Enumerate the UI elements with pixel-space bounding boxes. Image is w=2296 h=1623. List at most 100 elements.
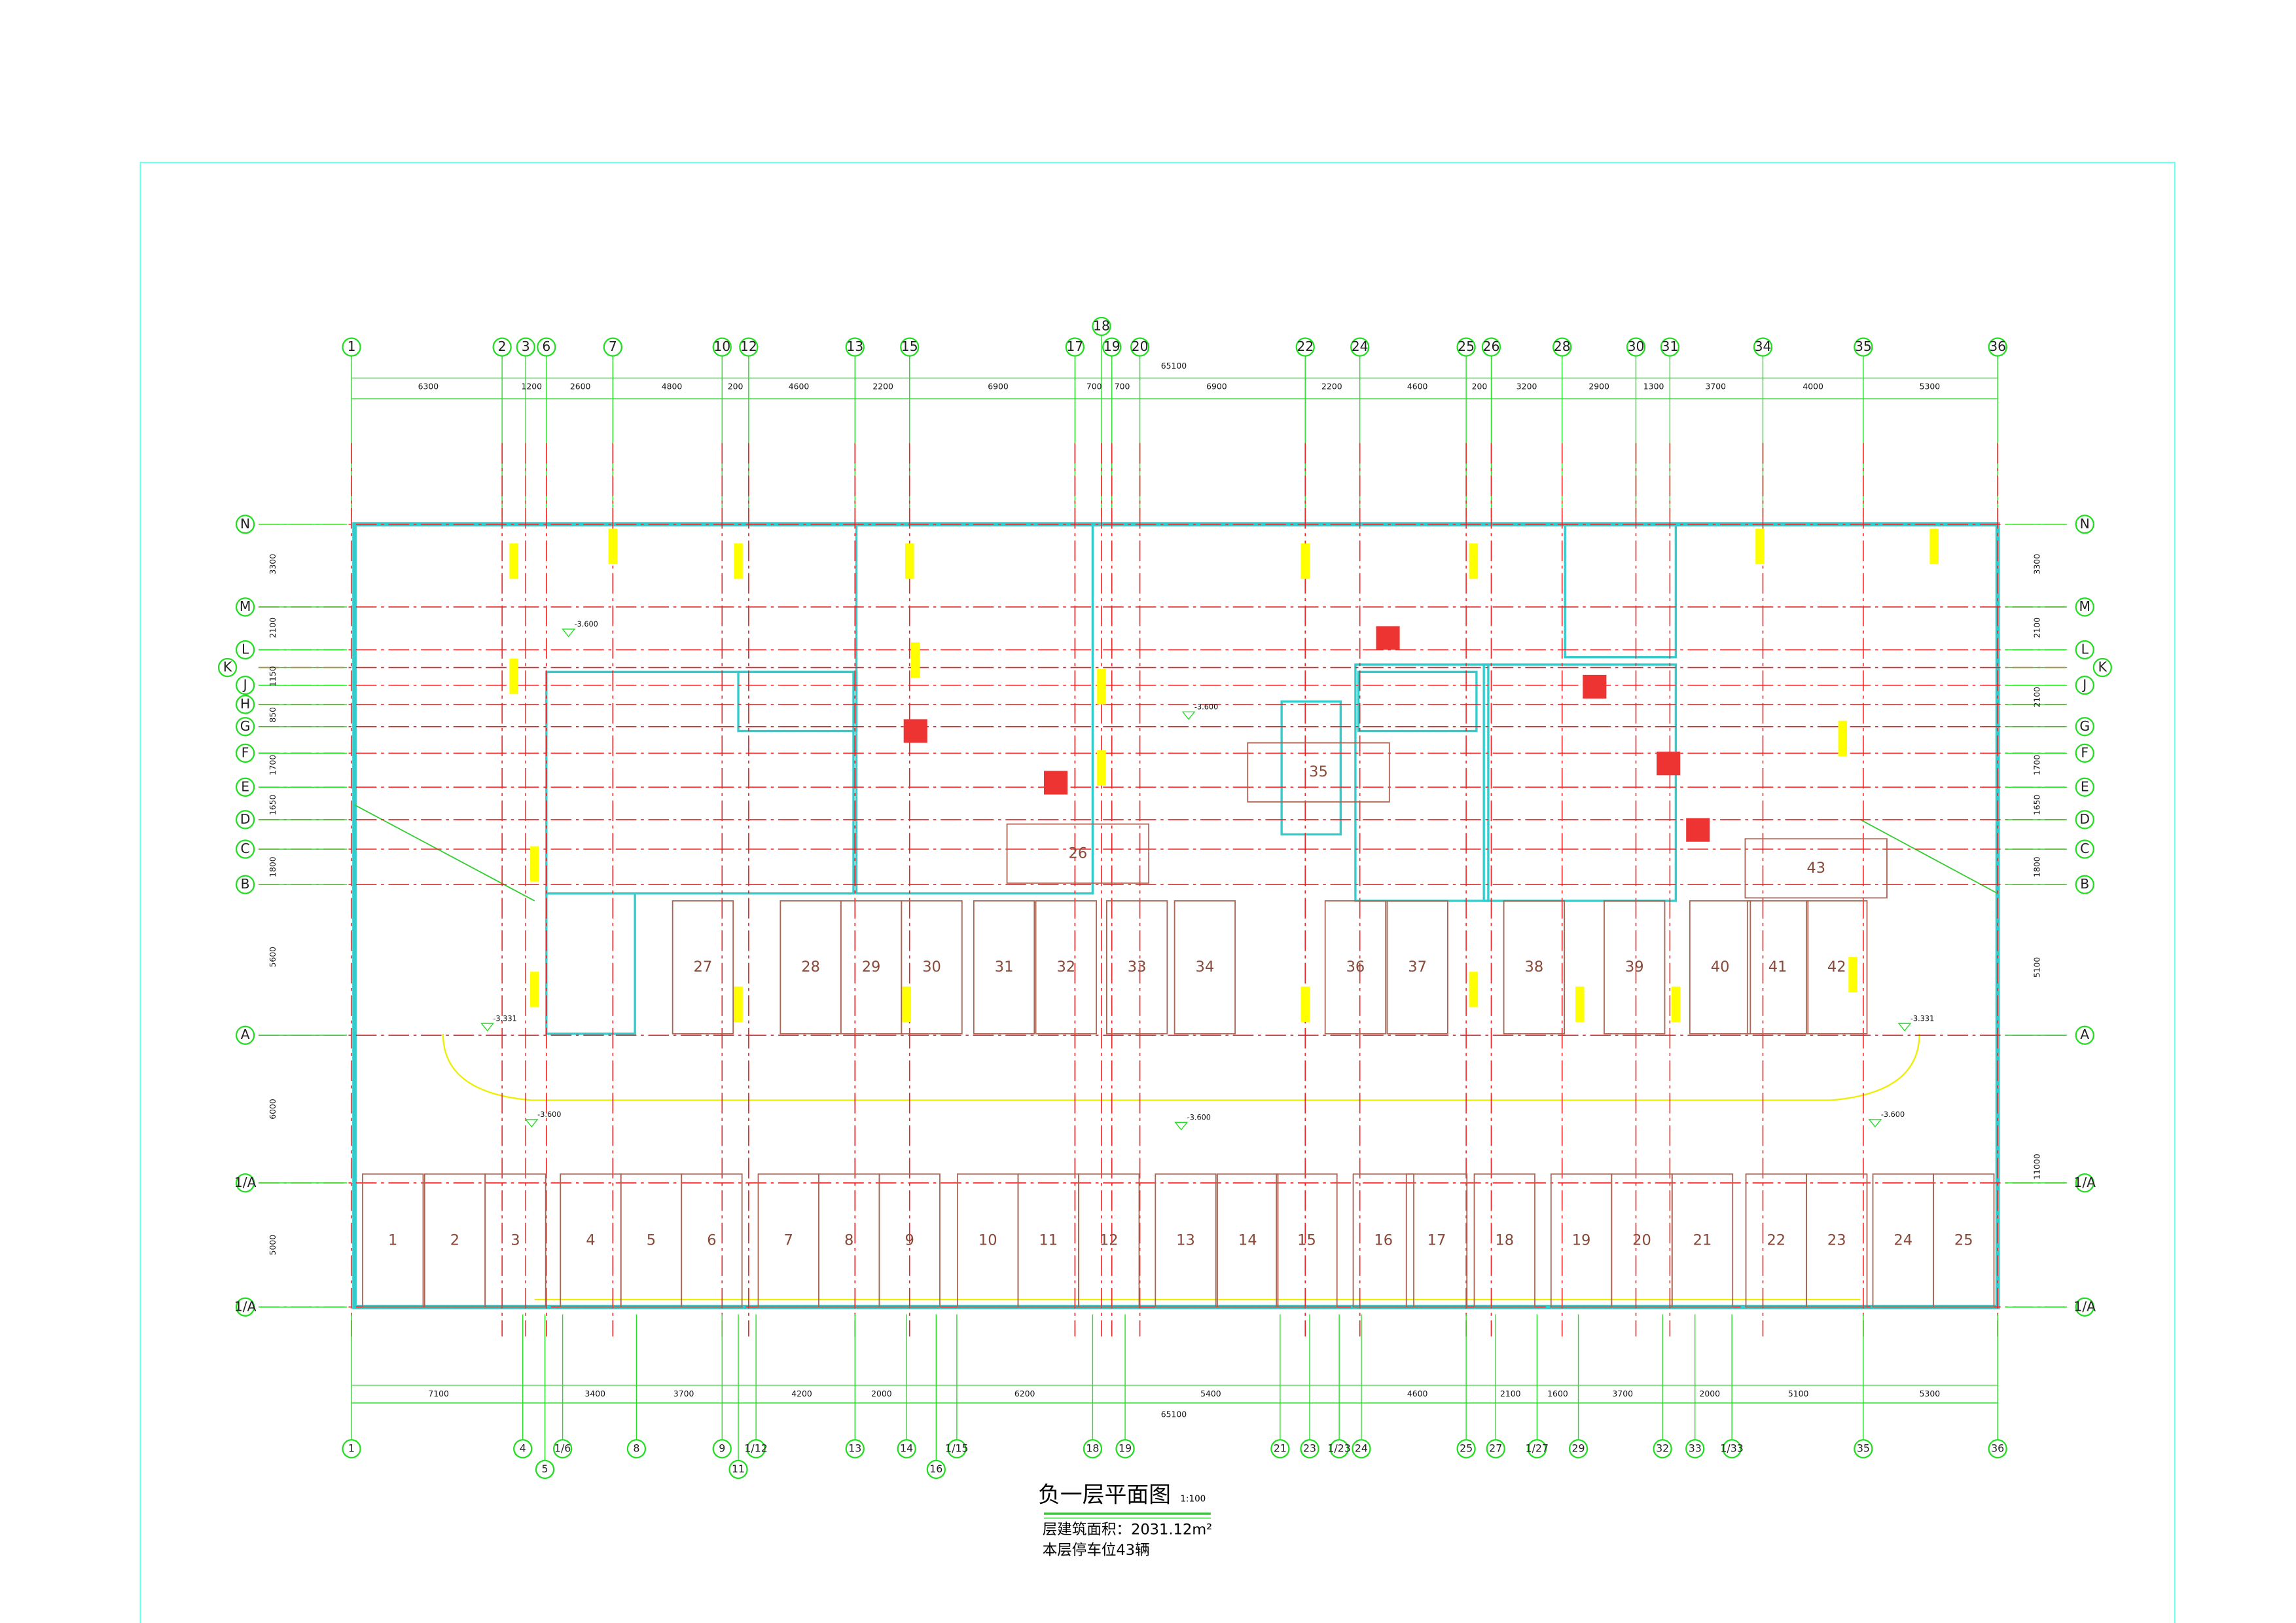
column [910,642,920,678]
bottom-axis-label: 1/23 [1327,1442,1350,1454]
bottom-axis-label: 21 [1274,1442,1287,1454]
parking-number: 12 [1100,1231,1119,1249]
top-axis-label: 34 [1755,338,1772,354]
axis-bubble [492,337,512,357]
column [1097,750,1106,786]
bottom-axis-label: 1/12 [744,1442,767,1454]
axis-bubble [235,839,255,859]
parking-number: 41 [1768,958,1787,976]
drive-lane [442,1033,1920,1101]
axis-bubble [1350,337,1370,357]
top-axis-label: 12 [740,338,757,354]
axis-bubble [603,337,622,357]
axis-bubble [2075,743,2094,763]
axis-bubble [1527,1439,1547,1459]
parking-stall [1806,1173,1868,1308]
parking-stall [1604,900,1666,1034]
column [509,659,518,695]
top-axis-label: 6 [542,338,550,354]
top-dim: 4600 [1407,381,1428,391]
row-axis-label: E [241,778,249,794]
axis-bubble [1102,337,1122,357]
axis-bubble [1722,1439,1742,1459]
bottom-dim: 3700 [1612,1389,1633,1398]
bottom-dim: 1600 [1547,1389,1568,1398]
axis-bubble [1130,337,1150,357]
top-axis-label: 15 [901,338,918,354]
parking-stall [878,1173,941,1308]
row-axis-label: C [2080,841,2089,856]
parking-stall [1174,900,1236,1034]
axis-bubble [947,1439,967,1459]
axis-bubble [1083,1439,1103,1459]
row-axis-label: M [240,598,251,614]
parking-number: 20 [1632,1231,1651,1249]
bottom-axis-label: 35 [1857,1442,1870,1454]
axis-bubble [235,640,255,660]
bottom-axis-label: 18 [1086,1442,1099,1454]
parking-number: 11 [1039,1231,1058,1249]
level-mark [1868,1119,1882,1128]
axis-bubble [1753,337,1773,357]
parking-number: 8 [844,1231,853,1249]
row-axis-label: A [241,1027,250,1042]
bottom-dim: 5100 [1788,1389,1809,1398]
level-mark [524,1119,539,1128]
column [529,846,539,882]
row-axis-label: L [242,642,249,657]
left-dim: 1800 [268,856,278,877]
bottom-axis-label: 1/15 [945,1442,968,1454]
parking-stall [1035,900,1097,1034]
top-axis-label: 2 [498,338,507,354]
axis-bubble [1065,337,1085,357]
parking-stall [1473,1173,1535,1308]
axis-bubble [900,337,920,357]
column [902,986,911,1022]
axis-bubble [712,1439,732,1459]
axis-bubble [552,1439,573,1459]
parking-number: 6 [707,1231,716,1249]
axis-bubble [1456,337,1476,357]
parking-number: 30 [922,958,941,976]
axis-bubble [1481,337,1501,357]
axis-bubble [513,1439,533,1459]
top-axis-label: 26 [1483,338,1500,354]
top-axis-label: 28 [1554,338,1571,354]
axis-bubble [1300,1439,1319,1459]
axis-bubble [2075,810,2094,830]
top-dim: 3200 [1516,381,1537,391]
bottom-axis-label: 14 [900,1442,913,1454]
parking-number: 3 [511,1231,520,1249]
column [509,543,518,579]
row-axis-label: E [2081,778,2089,794]
right-dim: 1700 [2032,755,2042,776]
shaft [903,719,927,743]
parking-number: 13 [1176,1231,1195,1249]
column [1300,543,1310,579]
column [1755,528,1765,564]
axis-bubble [2075,1173,2094,1193]
top-dim: 6300 [418,381,439,391]
axis-bubble [1568,1439,1588,1459]
axis-bubble [2075,1025,2094,1045]
top-dim: 6900 [988,381,1009,391]
row-axis-label: F [2081,744,2089,760]
column [529,972,539,1008]
parking-number: 18 [1495,1231,1514,1249]
bottom-dim: 6200 [1014,1389,1035,1398]
parking-stall [672,900,734,1034]
axis-bubble [235,777,255,797]
parking-number: 21 [1693,1231,1712,1249]
parking-note: 本层停车位43辆 [1043,1542,1150,1559]
left-dim: 6000 [268,1099,278,1120]
parking-number: 26 [1069,845,1088,862]
column [1300,986,1310,1022]
row-axis-label: D [2079,811,2090,827]
parking-number: 40 [1711,958,1730,976]
bottom-axis-label: 1/33 [1720,1442,1743,1454]
bottom-axis-label: 36 [1991,1442,2004,1454]
level-mark [1181,711,1196,720]
row-axis-label: A [2080,1027,2089,1042]
row-axis-label: B [241,876,250,892]
left-dim: 1150 [268,666,278,687]
